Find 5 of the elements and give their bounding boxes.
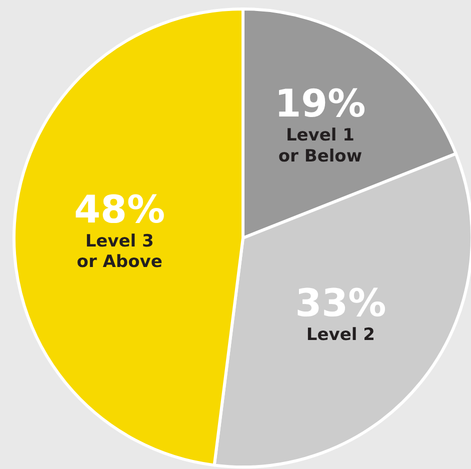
slice-label: Level 1 or Below (278, 125, 362, 166)
slice-label: Level 3 or Above (76, 231, 162, 272)
data-label: 48% (74, 187, 166, 232)
slice-label: Level 2 (306, 324, 375, 345)
data-label: 19% (274, 81, 366, 126)
